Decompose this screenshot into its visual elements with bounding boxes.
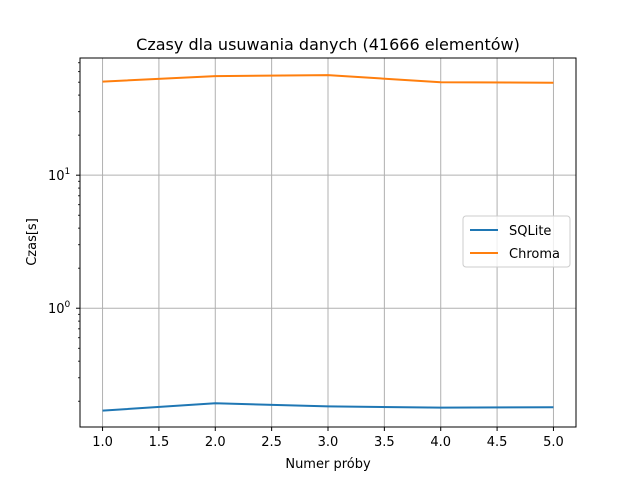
x-tick-label: 1.5	[149, 435, 170, 450]
axis-ticks: 1.0 1.5 2.0 2.5 3.0 3.5 4.0 4.5 5.0 100 101	[48, 62, 564, 450]
x-tick-label: 3.5	[374, 435, 395, 450]
x-tick-label: 5.0	[543, 435, 564, 450]
y-tick-label: 100	[48, 300, 71, 317]
legend-label-sqlite: SQLite	[509, 224, 551, 239]
x-tick-label: 2.5	[261, 435, 282, 450]
legend-box	[462, 215, 571, 268]
x-tick-label: 4.5	[487, 435, 508, 450]
legend-label-chroma: Chroma	[509, 247, 560, 262]
y-axis-label: Czas[s]	[25, 218, 40, 266]
x-tick-label: 1.0	[92, 435, 113, 450]
series-lines	[102, 74, 554, 412]
y-tick-label: 101	[48, 167, 70, 184]
x-tick-label: 3.0	[318, 435, 339, 450]
chart-title: Czasy dla usuwania danych (41666 element…	[136, 35, 520, 54]
x-axis-label: Numer próby	[285, 457, 371, 472]
x-tick-label: 2.0	[205, 435, 226, 450]
grid-lines	[80, 58, 576, 427]
series-line-sqlite	[102, 402, 554, 412]
legend: SQLite Chroma	[462, 215, 571, 268]
series-line-chroma	[102, 74, 554, 84]
x-tick-label: 4.0	[430, 435, 451, 450]
